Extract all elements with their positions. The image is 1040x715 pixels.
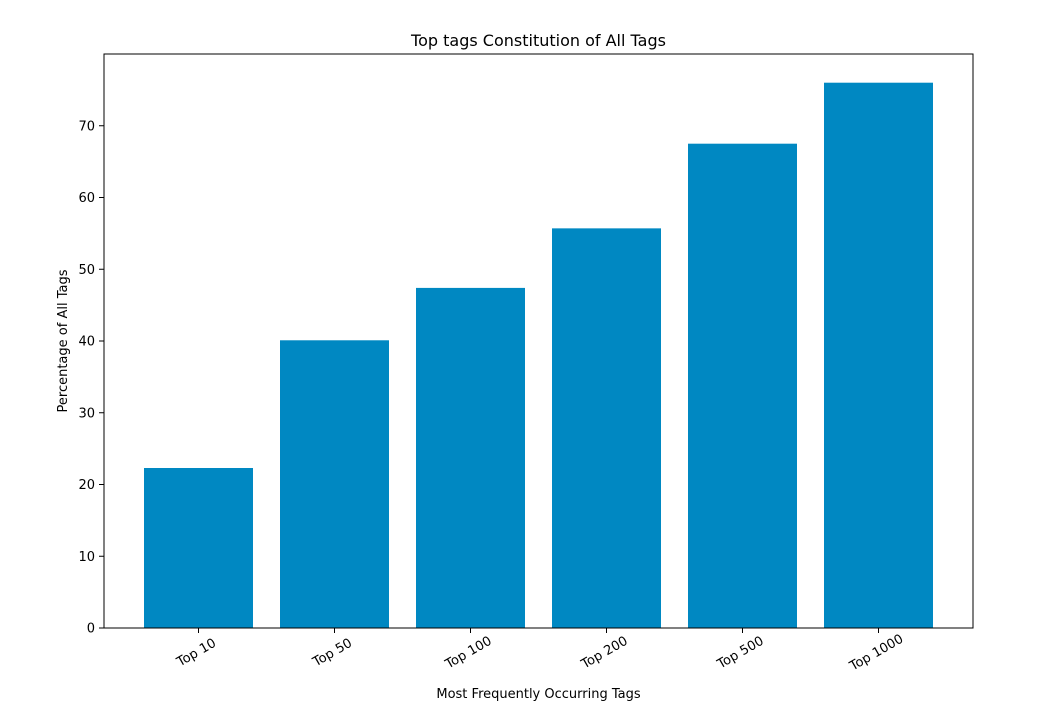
bar-top-500	[688, 143, 797, 628]
y-tick-label: 20	[78, 478, 95, 493]
x-tick-label: Top 50	[310, 636, 355, 671]
bar-top-100	[416, 287, 525, 628]
y-tick-label: 60	[78, 191, 95, 206]
y-tick-label: 30	[78, 406, 95, 421]
y-tick-label: 70	[78, 119, 95, 134]
x-tick-label: Top 10	[174, 636, 219, 671]
x-tick-label: Top 1000	[847, 632, 907, 675]
x-tick-label: Top 500	[714, 634, 766, 673]
bar-top-10	[144, 467, 253, 628]
y-tick-label: 0	[87, 622, 95, 637]
bars-layer	[144, 82, 933, 629]
bar-top-1000	[824, 82, 933, 628]
y-tick-label: 10	[78, 550, 95, 565]
x-tick-label: Top 100	[442, 634, 494, 673]
y-tick-label: 40	[78, 335, 95, 350]
bar-top-50	[280, 340, 389, 628]
x-tick-label: Top 200	[578, 634, 630, 673]
y-axis-label: Percentage of All Tags	[56, 269, 71, 412]
bar-top-200	[552, 228, 661, 629]
y-axis-ticks: 0 10 20 30 40 50 60 70	[78, 119, 104, 637]
x-axis-ticks: Top 10 Top 50 Top 100 Top 200 Top 500 Top 100…	[174, 628, 906, 675]
y-tick-label: 50	[78, 263, 95, 278]
chart-title: Top tags Constitution of All Tags	[410, 31, 666, 50]
x-axis-label: Most Frequently Occurring Tags	[436, 687, 640, 702]
